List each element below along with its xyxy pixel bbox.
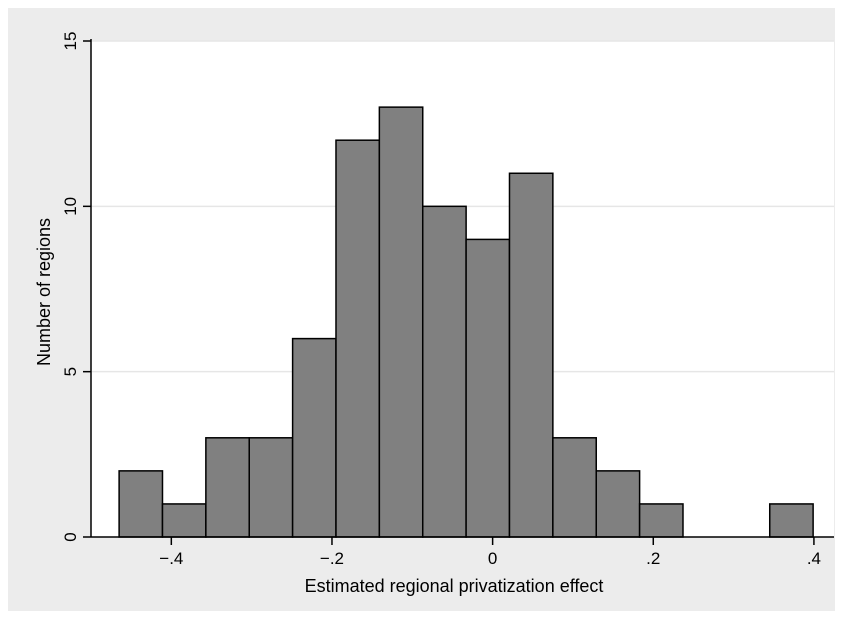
histogram-bar xyxy=(378,106,424,538)
x-tick-label: .4 xyxy=(807,549,821,568)
histogram-bar xyxy=(118,470,164,538)
x-tick-label: .2 xyxy=(646,549,660,568)
histogram-bar xyxy=(205,437,250,538)
histogram-bar xyxy=(508,172,554,538)
histogram-bar xyxy=(638,503,684,538)
y-tick-labels: 0 5 10 15 xyxy=(61,32,80,542)
histogram-bar xyxy=(421,205,467,538)
y-tick-label: 15 xyxy=(61,32,80,51)
histogram-bar xyxy=(552,437,597,538)
bars xyxy=(118,106,814,538)
y-tick-label: 10 xyxy=(61,197,80,216)
histogram-bar xyxy=(291,337,337,538)
histogram-bar xyxy=(248,437,294,538)
x-tick-labels: −.4 −.2 0 .2 .4 xyxy=(159,549,821,568)
histogram-bar xyxy=(335,139,381,538)
histogram-chart: −.4 −.2 0 .2 .4 0 5 10 15 Estimated regional pr… xyxy=(34,32,834,596)
x-tick-label: 0 xyxy=(488,549,497,568)
histogram-bar xyxy=(595,470,641,538)
histogram-bar xyxy=(161,503,207,538)
histogram-bar xyxy=(768,503,814,538)
x-tick-label: −.2 xyxy=(320,549,344,568)
axes xyxy=(83,39,834,545)
y-tick-label: 0 xyxy=(61,532,80,541)
y-axis-title: Number of regions xyxy=(34,218,54,366)
x-tick-label: −.4 xyxy=(159,549,183,568)
histogram-bar xyxy=(465,238,511,538)
y-tick-label: 5 xyxy=(61,367,80,376)
x-axis-title: Estimated regional privatization effect xyxy=(305,576,604,596)
chart-frame: −.4 −.2 0 .2 .4 0 5 10 15 Estimated regional pr… xyxy=(8,8,835,611)
